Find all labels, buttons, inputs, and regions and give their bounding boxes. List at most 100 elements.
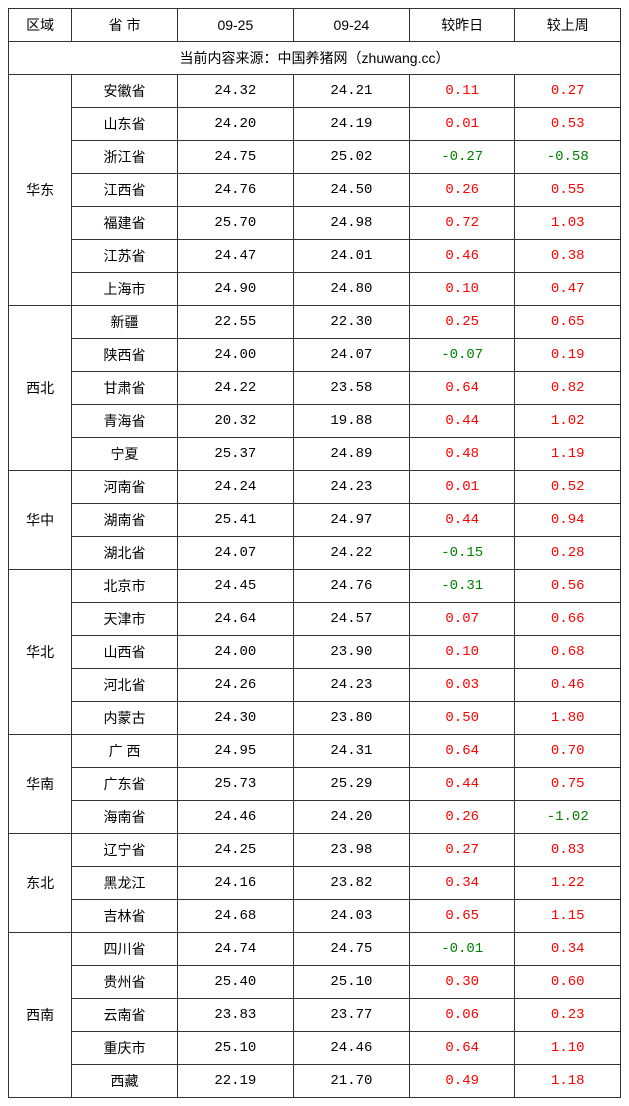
table-row: 山东省24.2024.190.010.53 xyxy=(9,108,621,141)
value-date2: 23.90 xyxy=(293,636,409,669)
diff-week: 0.52 xyxy=(515,471,621,504)
province-cell: 黑龙江 xyxy=(72,867,178,900)
table-row: 天津市24.6424.570.070.66 xyxy=(9,603,621,636)
province-cell: 湖南省 xyxy=(72,504,178,537)
header-row: 区域 省 市 09-25 09-24 较昨日 较上周 xyxy=(9,9,621,42)
diff-day: 0.44 xyxy=(409,504,515,537)
table-row: 江苏省24.4724.010.460.38 xyxy=(9,240,621,273)
value-date1: 24.90 xyxy=(177,273,293,306)
diff-week: -1.02 xyxy=(515,801,621,834)
diff-day: -0.01 xyxy=(409,933,515,966)
province-cell: 河南省 xyxy=(72,471,178,504)
diff-day: 0.50 xyxy=(409,702,515,735)
province-cell: 安徽省 xyxy=(72,75,178,108)
diff-week: 1.22 xyxy=(515,867,621,900)
value-date2: 21.70 xyxy=(293,1065,409,1098)
value-date1: 24.00 xyxy=(177,636,293,669)
value-date1: 20.32 xyxy=(177,405,293,438)
province-cell: 内蒙古 xyxy=(72,702,178,735)
province-cell: 吉林省 xyxy=(72,900,178,933)
value-date2: 24.22 xyxy=(293,537,409,570)
diff-day: 0.03 xyxy=(409,669,515,702)
diff-week: 0.46 xyxy=(515,669,621,702)
province-cell: 西藏 xyxy=(72,1065,178,1098)
diff-day: 0.44 xyxy=(409,405,515,438)
table-row: 贵州省25.4025.100.300.60 xyxy=(9,966,621,999)
province-cell: 福建省 xyxy=(72,207,178,240)
value-date2: 24.80 xyxy=(293,273,409,306)
value-date2: 24.03 xyxy=(293,900,409,933)
province-cell: 重庆市 xyxy=(72,1032,178,1065)
table-row: 河北省24.2624.230.030.46 xyxy=(9,669,621,702)
province-cell: 云南省 xyxy=(72,999,178,1032)
table-row: 华北北京市24.4524.76-0.310.56 xyxy=(9,570,621,603)
table-row: 青海省20.3219.880.441.02 xyxy=(9,405,621,438)
diff-week: 0.66 xyxy=(515,603,621,636)
value-date2: 24.21 xyxy=(293,75,409,108)
table-row: 湖北省24.0724.22-0.150.28 xyxy=(9,537,621,570)
table-row: 山西省24.0023.900.100.68 xyxy=(9,636,621,669)
province-cell: 江西省 xyxy=(72,174,178,207)
value-date2: 24.46 xyxy=(293,1032,409,1065)
value-date1: 25.73 xyxy=(177,768,293,801)
diff-week: 0.28 xyxy=(515,537,621,570)
diff-day: 0.06 xyxy=(409,999,515,1032)
diff-week: 0.55 xyxy=(515,174,621,207)
diff-day: 0.72 xyxy=(409,207,515,240)
table-row: 吉林省24.6824.030.651.15 xyxy=(9,900,621,933)
table-row: 黑龙江24.1623.820.341.22 xyxy=(9,867,621,900)
value-date1: 23.83 xyxy=(177,999,293,1032)
value-date1: 24.24 xyxy=(177,471,293,504)
value-date2: 25.29 xyxy=(293,768,409,801)
diff-week: 1.18 xyxy=(515,1065,621,1098)
province-cell: 辽宁省 xyxy=(72,834,178,867)
value-date2: 24.23 xyxy=(293,471,409,504)
diff-week: 0.82 xyxy=(515,372,621,405)
value-date2: 24.76 xyxy=(293,570,409,603)
value-date2: 24.19 xyxy=(293,108,409,141)
col-province: 省 市 xyxy=(72,9,178,42)
diff-week: 0.68 xyxy=(515,636,621,669)
diff-day: 0.46 xyxy=(409,240,515,273)
source-row: 当前内容来源：中国养猪网（zhuwang.cc） xyxy=(9,42,621,75)
value-date1: 25.70 xyxy=(177,207,293,240)
province-cell: 甘肃省 xyxy=(72,372,178,405)
diff-week: 0.94 xyxy=(515,504,621,537)
value-date1: 24.46 xyxy=(177,801,293,834)
diff-day: 0.44 xyxy=(409,768,515,801)
table-row: 浙江省24.7525.02-0.27-0.58 xyxy=(9,141,621,174)
province-cell: 山西省 xyxy=(72,636,178,669)
value-date2: 24.75 xyxy=(293,933,409,966)
diff-week: 0.47 xyxy=(515,273,621,306)
col-diff-week: 较上周 xyxy=(515,9,621,42)
province-cell: 广 西 xyxy=(72,735,178,768)
value-date2: 24.07 xyxy=(293,339,409,372)
province-cell: 江苏省 xyxy=(72,240,178,273)
diff-week: 1.80 xyxy=(515,702,621,735)
diff-day: 0.30 xyxy=(409,966,515,999)
region-cell: 东北 xyxy=(9,834,72,933)
value-date1: 22.55 xyxy=(177,306,293,339)
value-date2: 24.50 xyxy=(293,174,409,207)
value-date1: 24.00 xyxy=(177,339,293,372)
table-row: 甘肃省24.2223.580.640.82 xyxy=(9,372,621,405)
diff-day: 0.07 xyxy=(409,603,515,636)
col-date2: 09-24 xyxy=(293,9,409,42)
value-date2: 23.98 xyxy=(293,834,409,867)
province-cell: 北京市 xyxy=(72,570,178,603)
diff-week: 0.38 xyxy=(515,240,621,273)
value-date1: 24.32 xyxy=(177,75,293,108)
value-date1: 24.30 xyxy=(177,702,293,735)
table-row: 内蒙古24.3023.800.501.80 xyxy=(9,702,621,735)
table-row: 西北新疆22.5522.300.250.65 xyxy=(9,306,621,339)
diff-week: -0.58 xyxy=(515,141,621,174)
value-date2: 24.01 xyxy=(293,240,409,273)
province-cell: 山东省 xyxy=(72,108,178,141)
province-cell: 广东省 xyxy=(72,768,178,801)
province-cell: 浙江省 xyxy=(72,141,178,174)
diff-day: 0.64 xyxy=(409,735,515,768)
diff-week: 0.83 xyxy=(515,834,621,867)
value-date2: 22.30 xyxy=(293,306,409,339)
table-row: 广东省25.7325.290.440.75 xyxy=(9,768,621,801)
value-date2: 25.02 xyxy=(293,141,409,174)
